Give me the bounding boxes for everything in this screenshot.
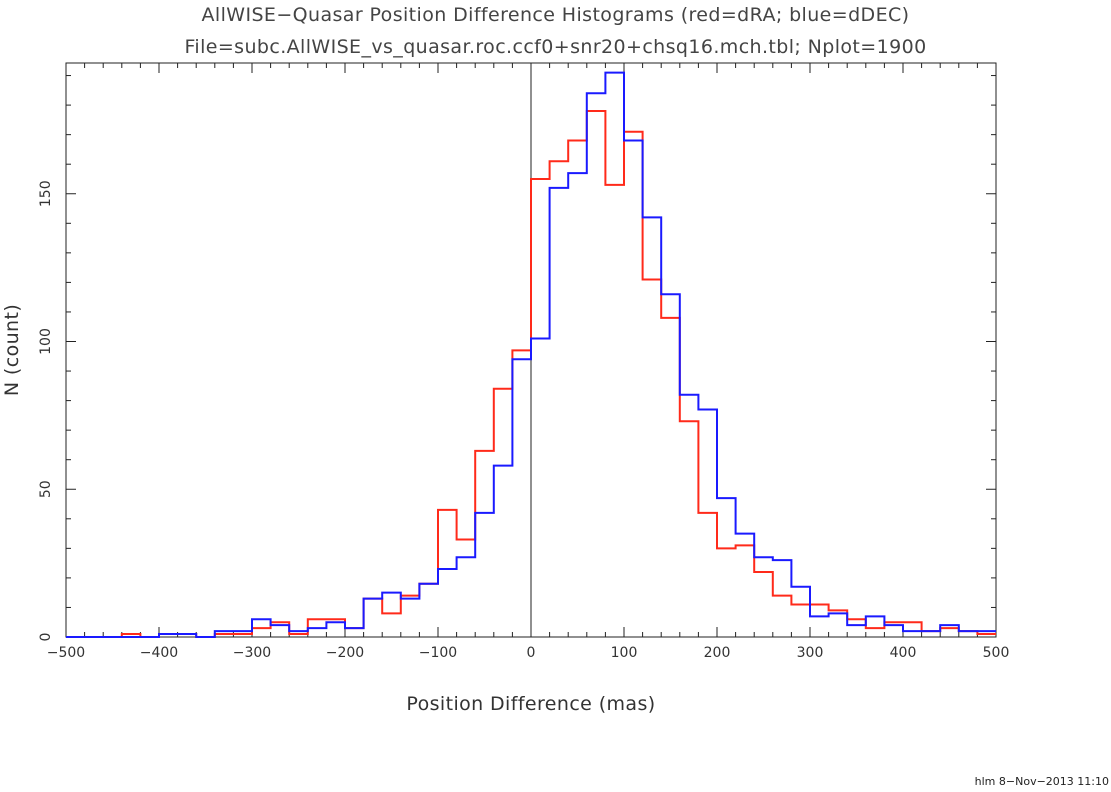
x-tick-label: −300 <box>233 645 271 661</box>
x-tick-label: 500 <box>983 645 1010 661</box>
x-tick-label: 100 <box>611 645 638 661</box>
y-tick-label: 100 <box>38 328 54 355</box>
x-tick-label: −400 <box>140 645 178 661</box>
y-tick-label: 50 <box>38 480 54 498</box>
x-tick-label: −100 <box>419 645 457 661</box>
x-axis-label: Position Difference (mas) <box>406 693 655 715</box>
y-tick-label: 150 <box>38 180 54 207</box>
histogram-series-ddec <box>66 71 996 638</box>
plot-series-layer <box>66 71 996 638</box>
plot-labels-layer: −500 −400 −300 −200 −100 0 100 200 300 400 500 0 50 1… <box>38 180 1009 661</box>
chart-subtitle: File=subc.AllWISE_vs_quasar.roc.ccf0+snr… <box>184 36 927 58</box>
timestamp-stamp: hlm 8−Nov−2013 11:10 <box>974 775 1109 788</box>
x-tick-label: 300 <box>797 645 824 661</box>
x-tick-label: −500 <box>47 645 85 661</box>
x-tick-label: 0 <box>527 645 536 661</box>
x-tick-label: 400 <box>890 645 917 661</box>
chart-title: AllWISE−Quasar Position Difference Histo… <box>201 4 910 26</box>
y-tick-label: 0 <box>38 633 54 642</box>
y-axis-label: N (count) <box>1 304 23 396</box>
x-tick-label: 200 <box>704 645 731 661</box>
x-tick-label: −200 <box>326 645 364 661</box>
